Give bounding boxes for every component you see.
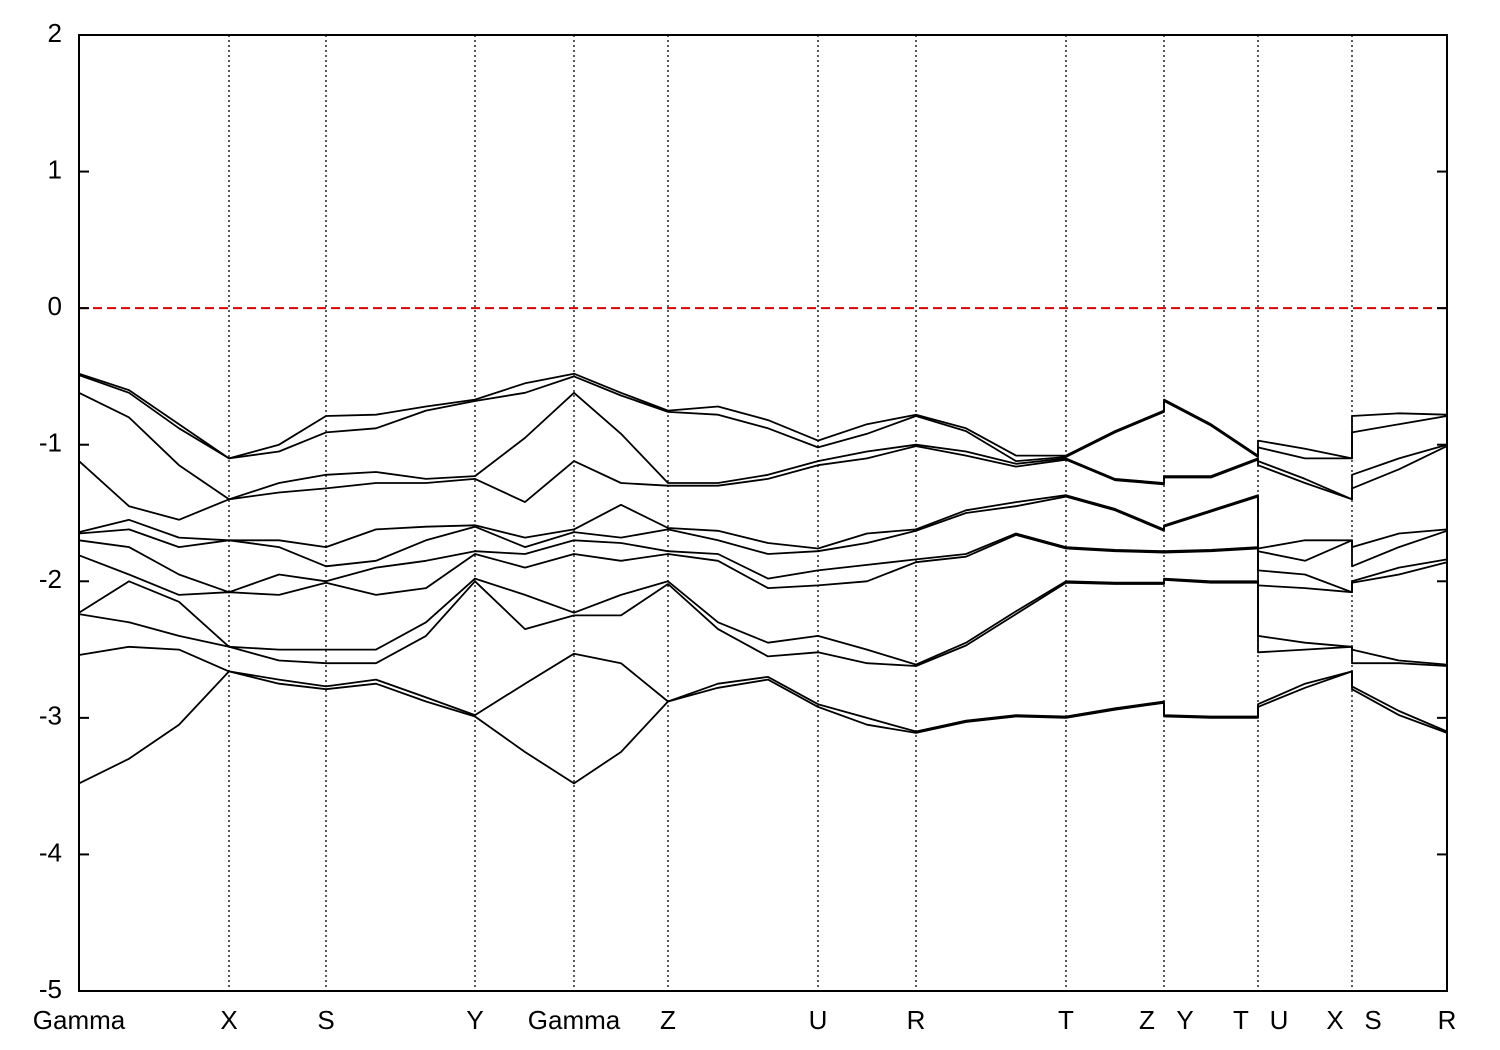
plot-frame xyxy=(78,34,1448,992)
band xyxy=(78,445,1448,521)
x-tick-label: T xyxy=(1233,1005,1249,1035)
x-tick-label: S xyxy=(1364,1005,1381,1035)
band xyxy=(78,495,1448,568)
x-tick-label: Z xyxy=(1139,1005,1155,1035)
band xyxy=(78,534,1448,596)
y-tick-label: -4 xyxy=(39,837,62,867)
y-tick-label: -5 xyxy=(39,974,62,1004)
x-tick-label: R xyxy=(1438,1005,1457,1035)
x-tick-label: X xyxy=(1326,1005,1343,1035)
x-tick-label: Y xyxy=(466,1005,483,1035)
y-tick-label: -2 xyxy=(39,564,62,594)
x-tick-label: S xyxy=(317,1005,334,1035)
y-tick-label: -3 xyxy=(39,701,62,731)
x-tick-label: X xyxy=(220,1005,237,1035)
y-tick-label: 0 xyxy=(48,291,62,321)
band xyxy=(78,579,1448,667)
band xyxy=(78,372,1448,460)
y-tick-label: -1 xyxy=(39,428,62,458)
x-tick-label: R xyxy=(907,1005,926,1035)
x-tick-label: Y xyxy=(1176,1005,1193,1035)
x-tick-label: Z xyxy=(660,1005,676,1035)
x-tick-label: U xyxy=(1270,1005,1289,1035)
x-tick-label: T xyxy=(1058,1005,1074,1035)
band xyxy=(78,374,1448,462)
x-tick-label: Gamma xyxy=(33,1005,126,1035)
y-tick-label: 1 xyxy=(48,154,62,184)
band xyxy=(78,494,1448,550)
x-tick-label: Gamma xyxy=(528,1005,621,1035)
y-tick-label: 2 xyxy=(48,18,62,48)
band xyxy=(78,577,1448,666)
x-tick-label: U xyxy=(809,1005,828,1035)
band-layer xyxy=(78,372,1448,785)
band xyxy=(78,670,1448,785)
grid-layer xyxy=(79,35,1447,991)
